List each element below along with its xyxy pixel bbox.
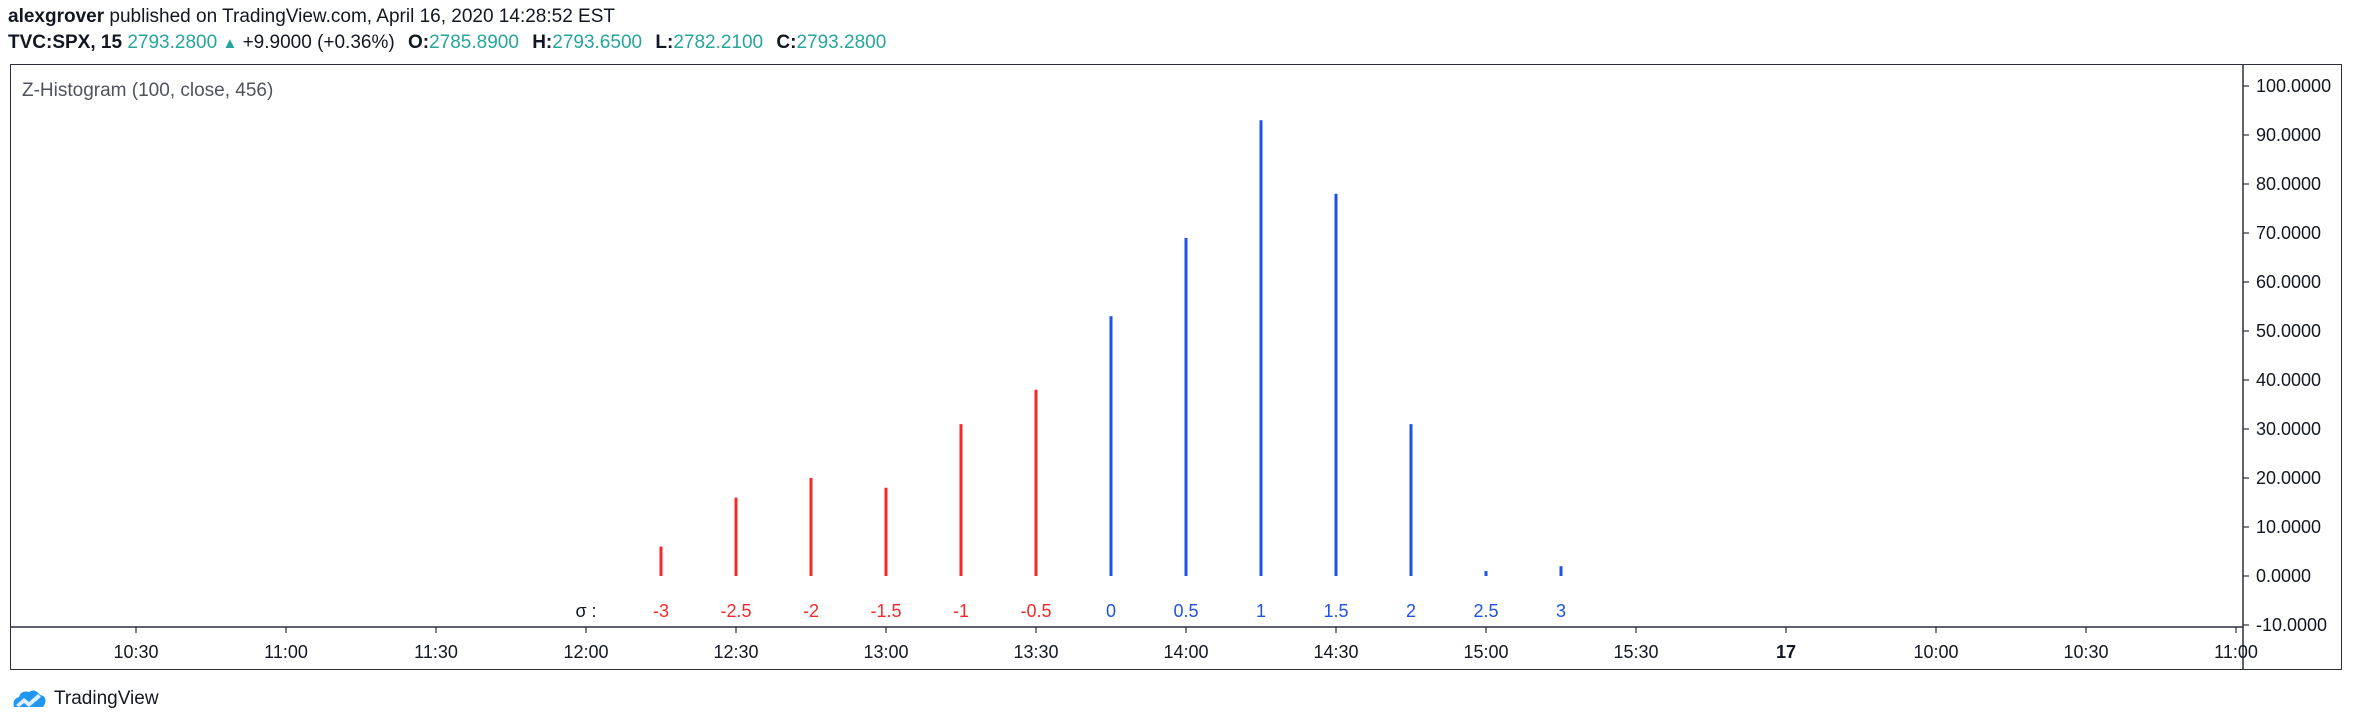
sigma-label: -2 <box>803 601 819 621</box>
sigma-label: -0.5 <box>1020 601 1051 621</box>
histogram-bars <box>659 120 1563 576</box>
price-axis[interactable]: 100.0000 90.0000 80.0000 70.0000 60.0000 50.0… <box>2243 76 2331 635</box>
open-value: 2785.8900 <box>429 32 519 53</box>
time-tick-label: 10:00 <box>1913 642 1958 662</box>
sigma-label: -3 <box>653 601 669 621</box>
sigma-label: 1 <box>1256 601 1266 621</box>
published-text: published on TradingView.com, April 16, … <box>104 6 616 27</box>
sigma-label: -2.5 <box>720 601 751 621</box>
publish-info: alexgrover published on TradingView.com,… <box>8 4 2338 30</box>
time-tick-label: 12:30 <box>713 642 758 662</box>
price-tick-label: 100.0000 <box>2256 76 2331 96</box>
sigma-prefix-label: σ : <box>575 601 596 621</box>
sigma-label: 1.5 <box>1323 601 1348 621</box>
time-tick-label: 13:30 <box>1013 642 1058 662</box>
time-tick-label: 13:00 <box>863 642 908 662</box>
price-tick-label: 0.0000 <box>2256 566 2311 586</box>
close-value: 2793.2800 <box>796 32 887 53</box>
sigma-label: 2.5 <box>1473 601 1498 621</box>
last-price: 2793.2800 <box>127 32 218 53</box>
brand-name[interactable]: TradingView <box>54 688 159 709</box>
sigma-label: 0 <box>1106 601 1116 621</box>
sigma-label: 3 <box>1556 601 1566 621</box>
price-tick-label: 10.0000 <box>2256 517 2321 537</box>
price-tick-label: 40.0000 <box>2256 370 2321 390</box>
sigma-labels: -3 -2.5 -2 -1.5 -1 -0.5 0 0.5 1 1.5 2 2.5 3 σ : <box>575 601 1566 621</box>
price-tick-label: 30.0000 <box>2256 419 2321 439</box>
indicator-label[interactable]: Z-Histogram (100, close, 456) <box>22 80 273 101</box>
chart-frame[interactable] <box>10 64 2342 670</box>
price-tick-label: 50.0000 <box>2256 321 2321 341</box>
time-tick-label: 11:00 <box>264 642 308 662</box>
arrow-up-icon: ▲ <box>222 35 238 52</box>
price-change: +9.9000 (+0.36%) <box>242 32 395 53</box>
low-label: L: <box>655 32 674 53</box>
z-histogram-chart[interactable]: Z-Histogram (100, close, 456) -3 -2.5 -2 -1… <box>10 64 2342 670</box>
chart-header: alexgrover published on TradingView.com,… <box>8 4 2338 56</box>
sigma-label: -1 <box>953 601 969 621</box>
time-axis[interactable]: 10:30 11:00 11:30 12:00 12:30 13:00 13:30 14:00… <box>113 627 2258 662</box>
footer: TradingView <box>10 684 159 714</box>
sigma-label: 0.5 <box>1173 601 1198 621</box>
price-tick-label: -10.0000 <box>2256 615 2327 635</box>
time-tick-label: 15:30 <box>1613 642 1658 662</box>
time-tick-label: 11:30 <box>414 642 458 662</box>
time-tick-label: 10:30 <box>113 642 158 662</box>
price-tick-label: 60.0000 <box>2256 272 2321 292</box>
high-value: 2793.6500 <box>552 32 643 53</box>
close-label: C: <box>776 32 797 53</box>
price-tick-label: 90.0000 <box>2256 125 2321 145</box>
sigma-label: 2 <box>1406 601 1416 621</box>
time-tick-label: 17 <box>1776 642 1796 662</box>
time-tick-label: 15:00 <box>1463 642 1508 662</box>
price-tick-label: 80.0000 <box>2256 174 2321 194</box>
tradingview-logo-icon[interactable] <box>10 687 48 711</box>
time-tick-label: 14:00 <box>1163 642 1208 662</box>
author-name[interactable]: alexgrover <box>8 6 105 27</box>
price-tick-label: 20.0000 <box>2256 468 2321 488</box>
low-value: 2782.2100 <box>673 32 764 53</box>
high-label: H: <box>532 32 553 53</box>
time-tick-label: 10:30 <box>2063 642 2108 662</box>
time-tick-label: 12:00 <box>563 642 608 662</box>
time-tick-label: 11:00 <box>2214 642 2258 662</box>
price-tick-label: 70.0000 <box>2256 223 2321 243</box>
symbol-info: TVC:SPX, 15 2793.2800 ▲ +9.9000 (+0.36%)… <box>8 30 2338 56</box>
symbol-name[interactable]: TVC:SPX, 15 <box>8 32 123 53</box>
time-tick-label: 14:30 <box>1313 642 1358 662</box>
open-label: O: <box>407 32 430 53</box>
sigma-label: -1.5 <box>870 601 901 621</box>
